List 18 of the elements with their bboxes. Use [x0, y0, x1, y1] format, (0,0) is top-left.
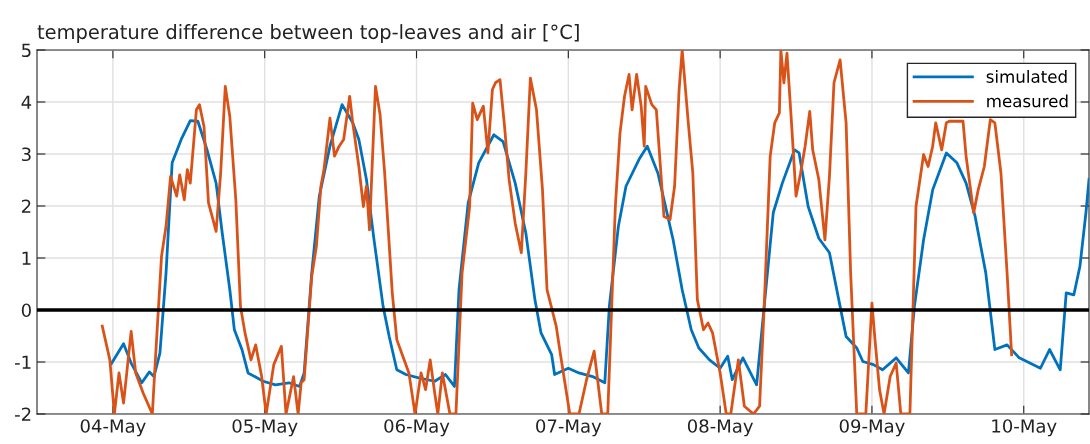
x-tick-label: 05-May: [232, 419, 298, 437]
y-tick-label: -1: [15, 355, 31, 369]
chart-title: temperature difference between top-leaves and air [°C]: [37, 24, 579, 43]
y-tick-label: 0: [21, 303, 31, 318]
x-tick-label: 10-May: [992, 419, 1057, 437]
x-tick-label: 04-May: [80, 419, 146, 437]
y-tick-label: 1: [22, 251, 31, 265]
x-tick-label: 07-May: [536, 419, 602, 437]
y-tick-label: -2: [15, 407, 31, 421]
y-tick-label: 2: [21, 199, 31, 213]
legend-label: measured: [987, 94, 1068, 108]
y-tick-label: 5: [22, 43, 31, 58]
x-tick-label: 06-May: [384, 419, 450, 437]
y-tick-label: 4: [21, 95, 32, 109]
y-tick-label: 3: [22, 147, 31, 162]
x-tick-label: 08-May: [687, 419, 753, 437]
legend-label: simulated: [986, 70, 1067, 83]
x-tick-label: 09-May: [839, 419, 905, 437]
